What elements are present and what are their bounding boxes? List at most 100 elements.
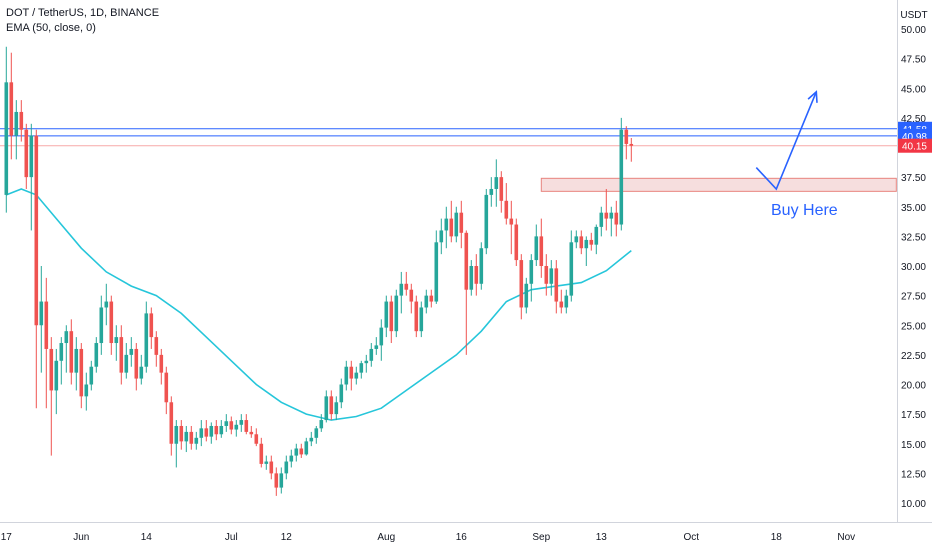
candle-body [44, 301, 49, 349]
candle-body [344, 366, 349, 385]
buy-arrow[interactable] [755, 91, 818, 191]
candle-body [629, 143, 634, 146]
y-tick-label: 45.00 [901, 84, 926, 95]
candle-body [534, 236, 539, 261]
candle-body [89, 366, 94, 385]
y-tick-label: 50.00 [901, 25, 926, 36]
candle-body [124, 354, 129, 373]
x-tick-label: Jul [225, 532, 238, 543]
candle-body [539, 236, 544, 266]
candle-body [304, 441, 309, 455]
y-tick-label: 35.00 [901, 203, 926, 214]
price-axis[interactable] [897, 0, 932, 550]
candle-body [79, 348, 84, 397]
buy-here-label[interactable]: Buy Here [771, 202, 838, 219]
candle-body [169, 402, 174, 444]
candle-body [339, 384, 344, 403]
candle-body [54, 360, 59, 391]
candle-body [389, 301, 394, 332]
candle-body [209, 425, 214, 437]
candle-body [219, 425, 224, 435]
candle-body [229, 421, 234, 430]
currency-label[interactable]: USDT [900, 10, 927, 21]
candle-body [404, 283, 409, 290]
candle-body [579, 236, 584, 249]
price-label-2: 40.15 [902, 142, 927, 153]
time-axis[interactable] [0, 522, 932, 550]
candle-body [224, 421, 229, 426]
candle-body [434, 242, 439, 302]
y-tick-label: 42.50 [901, 114, 926, 125]
candle-body [469, 266, 474, 290]
candle-body [444, 218, 449, 231]
candle-body [464, 232, 469, 290]
x-tick-label: 18 [771, 532, 783, 543]
candle-body [244, 420, 249, 432]
candle-body [64, 331, 69, 344]
indicator-label[interactable]: EMA (50, close, 0) [6, 22, 96, 34]
y-tick-label: 22.50 [901, 351, 926, 362]
candle-body [574, 236, 579, 243]
candle-body [34, 135, 39, 326]
candle-body [264, 461, 269, 464]
candle-body [419, 307, 424, 332]
candle-body [14, 111, 19, 136]
y-tick-label: 17.50 [901, 410, 926, 421]
candle-body [384, 301, 389, 328]
candle-body [69, 331, 74, 373]
arrow-head-icon [807, 90, 818, 103]
candle-body [239, 420, 244, 425]
x-tick-label: 16 [456, 532, 468, 543]
y-tick-label: 32.50 [901, 232, 926, 243]
candle-body [369, 348, 374, 361]
price-label-box-2 [898, 138, 932, 153]
candle-body [429, 295, 434, 302]
candle-body [409, 289, 414, 302]
candle-body [594, 226, 599, 245]
candle-body [449, 218, 454, 237]
candle-body [319, 420, 324, 429]
candle-body [454, 212, 459, 237]
candle-body [604, 212, 609, 219]
candle-body [9, 82, 14, 136]
candle-body [549, 268, 554, 284]
y-tick-label: 25.00 [901, 321, 926, 332]
candle-body [49, 348, 54, 391]
candle-body [29, 135, 34, 178]
candle-body [584, 239, 589, 249]
candle-body [474, 266, 479, 284]
candle-body [154, 337, 159, 355]
candle-body [179, 425, 184, 442]
resistance-zone[interactable] [540, 177, 897, 192]
candle-body [619, 129, 624, 225]
candle-body [439, 230, 444, 243]
y-tick-label: 37.50 [901, 173, 926, 184]
candle-body [364, 360, 369, 364]
candle-body [609, 212, 614, 219]
candle-body [554, 268, 559, 302]
candle-body [334, 402, 339, 415]
candle-body [424, 295, 429, 308]
candle-body [499, 177, 504, 201]
candle-body [479, 248, 484, 284]
candle-body [509, 218, 514, 225]
symbol-title[interactable]: DOT / TetherUS, 1D, BINANCE [6, 7, 160, 19]
candle-body [39, 301, 44, 326]
candle-body [294, 448, 299, 456]
candle-body [284, 461, 289, 474]
candle-body [114, 337, 119, 344]
candle-body [354, 372, 359, 379]
candle-body [489, 188, 494, 195]
candle-body [599, 212, 604, 227]
candle-body [134, 348, 139, 379]
candle-body [24, 129, 29, 178]
y-tick-label: 30.00 [901, 262, 926, 273]
candle-body [564, 295, 569, 308]
candle-body [159, 354, 164, 373]
candle-body [84, 384, 89, 397]
candle-body [189, 431, 194, 444]
candle-body [174, 425, 179, 444]
candle-body [199, 428, 204, 438]
candle-body [589, 239, 594, 245]
